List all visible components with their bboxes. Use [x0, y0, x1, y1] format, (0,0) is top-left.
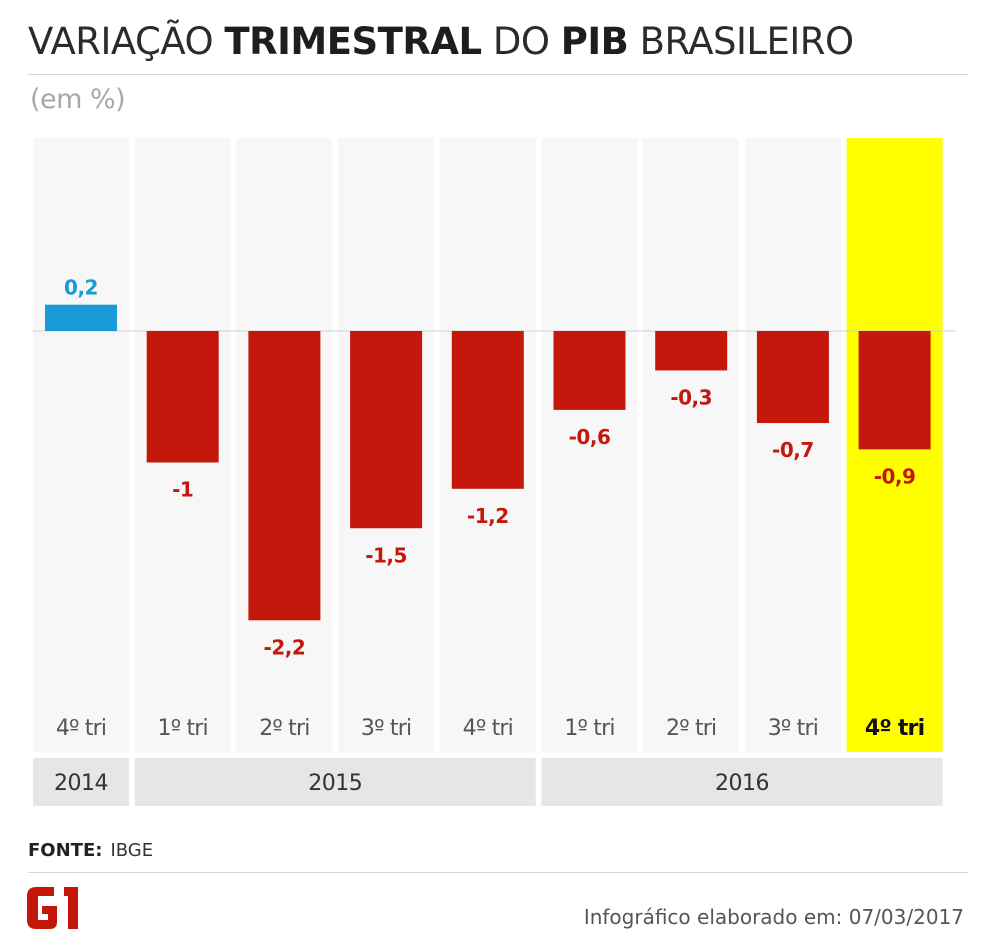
bar-value-label: -1,5 [365, 543, 407, 567]
source-value: IBGE [110, 840, 154, 861]
bar-value-label: -1 [172, 478, 193, 502]
chart-unit-label: (em %) [30, 84, 126, 115]
bar-value-label: -2,2 [264, 635, 306, 659]
column-background [744, 138, 841, 752]
footer-divider [28, 872, 968, 873]
bar [45, 304, 117, 331]
category-label: 1º tri [564, 716, 614, 741]
bar [350, 331, 423, 529]
title-divider [28, 74, 968, 75]
column-background [33, 138, 129, 752]
title-text-4: PIB [560, 20, 629, 63]
title-text-5: BRASILEIRO [628, 20, 855, 63]
bar-value-label: 0,2 [64, 276, 98, 300]
column-background [643, 138, 740, 752]
bar [655, 331, 728, 371]
year-label: 2015 [308, 771, 362, 796]
title-text-1: VARIAÇÃO [28, 20, 225, 63]
bar-value-label: -0,9 [874, 464, 916, 488]
year-label: 2016 [715, 771, 769, 796]
g1-logo-icon [27, 887, 78, 929]
year-group-background [134, 758, 536, 806]
bar-value-label: -0,7 [772, 438, 814, 462]
category-label: 4º tri [463, 716, 513, 741]
bar [146, 331, 219, 463]
year-group-background [33, 758, 129, 806]
chart-title: VARIAÇÃO TRIMESTRAL DO PIB BRASILEIRO [28, 18, 854, 66]
bar [248, 331, 321, 621]
bar [553, 331, 626, 410]
column-background [541, 138, 638, 752]
bar [451, 331, 524, 489]
credit-text: Infográfico elaborado em: 07/03/2017 [583, 905, 964, 929]
bar-value-label: -0,6 [569, 425, 611, 449]
title-text-2: TRIMESTRAL [224, 20, 482, 63]
bar-value-label: -0,3 [670, 385, 712, 409]
category-label: 4º tri [865, 716, 924, 741]
category-label: 2º tri [259, 716, 309, 741]
category-label: 3º tri [361, 716, 411, 741]
bar [858, 331, 931, 450]
source-line: FONTE: IBGE [28, 840, 153, 861]
source-label: FONTE: [28, 840, 103, 861]
bar-value-label: -1,2 [467, 504, 509, 528]
bar [756, 331, 829, 424]
category-label: 1º tri [158, 716, 208, 741]
year-group-background [541, 758, 943, 806]
year-label: 2014 [54, 771, 108, 796]
category-label: 4º tri [56, 716, 106, 741]
category-label: 3º tri [768, 716, 818, 741]
category-label: 2º tri [666, 716, 716, 741]
title-text-3: DO [481, 20, 561, 63]
